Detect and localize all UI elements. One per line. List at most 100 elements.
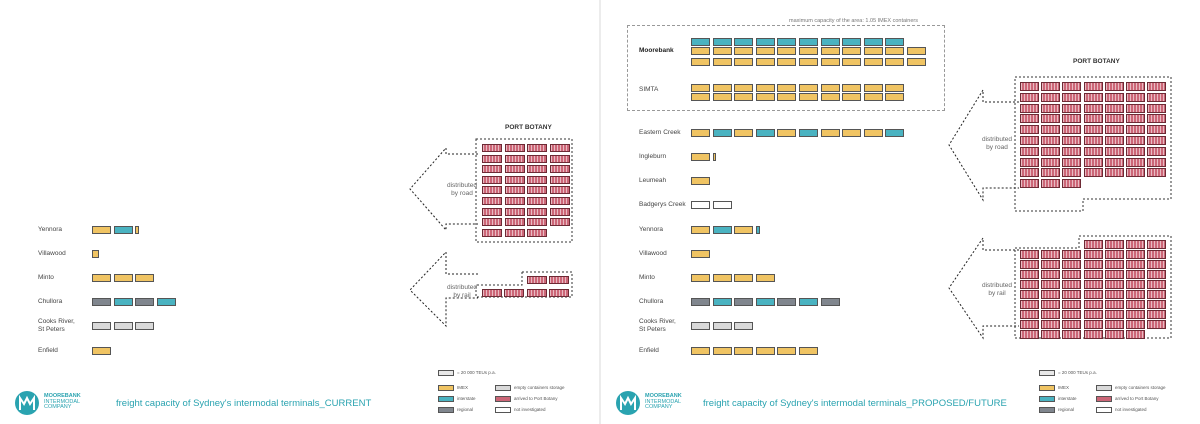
- port-botany-unit: [527, 144, 548, 152]
- capacity-unit-empty: [135, 322, 155, 330]
- port-botany-unit: [1147, 280, 1167, 289]
- capacity-unit-imex: [691, 84, 710, 92]
- port-botany-unit: [1041, 146, 1061, 156]
- capacity-unit-imex: [691, 274, 710, 282]
- port-botany-unit: [1126, 82, 1145, 91]
- port-botany-unit: [1083, 300, 1103, 309]
- port-botany-unit: [1062, 103, 1082, 113]
- capacity-unit-imex: [842, 47, 862, 55]
- capacity-unit-imex: [691, 250, 710, 258]
- capacity-unit-imex: [135, 274, 155, 282]
- port-botany-unit: [1104, 240, 1124, 249]
- port-botany-unit: [482, 228, 502, 237]
- brand-line-2: INTERMODAL: [645, 398, 682, 405]
- port-botany-unit: [1020, 310, 1039, 319]
- port-botany-unit: [1147, 136, 1167, 145]
- port-botany-unit: [1104, 157, 1124, 167]
- port-botany-unit: [1062, 280, 1082, 289]
- capacity-unit-imex: [92, 274, 111, 282]
- port-botany-unit: [527, 197, 548, 205]
- terminal-label: Minto: [38, 274, 54, 281]
- capacity-unit-imex: [755, 58, 775, 66]
- capacity-unit-interstate: [712, 129, 732, 137]
- port-botany-unit: [1083, 250, 1103, 259]
- port-botany-unit: [1062, 92, 1082, 102]
- legend-not-investigated: not investigated: [1096, 407, 1147, 413]
- port-botany-unit: [1083, 157, 1103, 167]
- brand-line-3: COMPANY: [645, 404, 673, 410]
- port-botany-unit: [1147, 270, 1167, 279]
- capacity-unit-imex: [907, 58, 926, 66]
- capacity-unit-regional: [734, 298, 754, 306]
- port-botany-unit: [504, 154, 525, 163]
- port-botany-unit: [1062, 157, 1082, 167]
- capacity-unit-imex: [755, 347, 775, 355]
- capacity-unit-imex: [777, 84, 797, 92]
- port-botany-unit: [1062, 300, 1082, 309]
- port-botany-unit: [1083, 260, 1103, 269]
- footer-title: freight capacity of Sydney's intermodal …: [703, 398, 1007, 409]
- capacity-unit-empty: [691, 322, 710, 330]
- capacity-unit-interstate: [842, 38, 862, 46]
- port-botany-unit: [1062, 250, 1082, 259]
- port-botany-unit: [1020, 300, 1039, 309]
- port-botany-unit: [1104, 290, 1124, 299]
- capacity-unit-imex: [842, 58, 862, 66]
- port-botany-unit: [527, 186, 548, 195]
- capacity-unit-imex: [712, 153, 717, 161]
- port-botany-unit: [1126, 260, 1145, 269]
- port-botany-unit: [482, 175, 502, 184]
- port-botany-unit: [527, 289, 547, 297]
- legend-not-investigated: not investigated: [495, 407, 546, 413]
- port-botany-unit: [1083, 103, 1103, 113]
- port-botany-unit: [1062, 270, 1082, 279]
- port-botany-unit: [1041, 260, 1061, 269]
- port-botany-unit: [1083, 82, 1103, 91]
- port-botany-unit: [1062, 310, 1082, 319]
- port-botany-unit: [1041, 320, 1061, 329]
- port-botany-unit: [1126, 300, 1145, 309]
- capacity-unit-imex: [691, 129, 710, 137]
- port-botany-unit: [1020, 146, 1039, 156]
- port-botany-unit: [1147, 320, 1167, 329]
- port-botany-unit: [1104, 300, 1124, 309]
- port-botany-unit: [1020, 157, 1039, 167]
- port-botany-unit: [1126, 270, 1145, 279]
- rail-arrow-icon: [948, 236, 1019, 340]
- port-botany-unit: [1126, 146, 1145, 156]
- port-botany-unit: [1041, 136, 1061, 145]
- terminal-label: Villawood: [639, 250, 667, 257]
- legend-empty: empty containers storage: [1096, 385, 1166, 391]
- capacity-unit-imex: [691, 347, 710, 355]
- port-botany-unit: [1147, 310, 1167, 319]
- port-botany-unit: [1083, 280, 1103, 289]
- capacity-unit-imex: [799, 47, 818, 55]
- capacity-unit-interstate: [863, 38, 883, 46]
- capacity-unit-imex: [863, 84, 883, 92]
- port-botany-title: PORT BOTANY: [1073, 58, 1120, 65]
- port-botany-unit: [1147, 260, 1167, 269]
- port-botany-unit: [1083, 240, 1103, 249]
- port-botany-unit: [504, 186, 525, 195]
- port-botany-unit: [1083, 270, 1103, 279]
- capacity-unit-imex: [691, 177, 710, 185]
- port-botany-unit: [1020, 270, 1039, 279]
- capacity-unit-imex: [755, 274, 775, 282]
- port-botany-unit: [1041, 270, 1061, 279]
- capacity-unit-imex: [820, 84, 840, 92]
- legend-swatch-empty: [495, 385, 511, 391]
- port-botany-unit: [1041, 330, 1061, 339]
- legend-scale-label: = 20 000 TEUs p.a.: [457, 370, 496, 376]
- port-botany-unit: [1104, 146, 1124, 156]
- capacity-unit-imex: [691, 153, 710, 161]
- port-botany-unit: [482, 218, 502, 227]
- rail-grid-outline: [1014, 235, 1172, 339]
- port-botany-unit: [1041, 82, 1061, 91]
- capacity-unit-interstate: [755, 38, 775, 46]
- capacity-unit-interstate: [734, 38, 754, 46]
- rail-label: distributed by rail: [982, 282, 1012, 297]
- capacity-unit-imex: [907, 47, 926, 55]
- port-botany-unit: [1104, 168, 1124, 178]
- capacity-unit-imex: [863, 129, 883, 137]
- capacity-unit-imex: [799, 84, 818, 92]
